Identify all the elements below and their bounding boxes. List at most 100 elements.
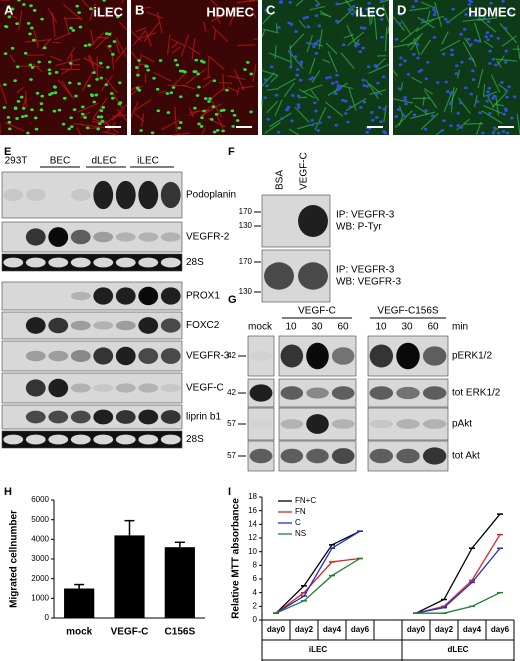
fiber <box>337 84 353 90</box>
nucleus <box>202 60 206 64</box>
fiber <box>100 75 114 92</box>
nucleus <box>87 43 92 47</box>
panel-letter: H <box>4 486 12 498</box>
nucleus <box>118 101 123 105</box>
x-tick-label: day6 <box>351 625 370 634</box>
nucleus <box>53 91 58 95</box>
nucleus <box>432 13 437 17</box>
nucleus <box>500 81 504 84</box>
nucleus <box>173 58 178 62</box>
fiber <box>368 83 383 96</box>
band <box>138 348 159 364</box>
nucleus <box>15 22 19 26</box>
nucleus <box>40 94 45 98</box>
nucleus <box>423 127 428 131</box>
x-tick-label: day4 <box>463 625 482 634</box>
nucleus <box>69 125 74 129</box>
fiber <box>296 122 318 130</box>
fiber <box>130 85 143 96</box>
fiber <box>499 22 518 44</box>
fiber <box>382 5 390 23</box>
nucleus <box>221 108 226 112</box>
nucleus <box>317 24 322 28</box>
fiber <box>16 86 24 94</box>
lane-label: BEC <box>50 156 71 167</box>
nucleus <box>394 115 399 118</box>
nucleus <box>369 111 374 114</box>
legend-label: C <box>295 518 301 527</box>
fiber <box>80 111 91 119</box>
band <box>70 257 91 268</box>
fiber <box>182 84 196 90</box>
fiber <box>370 6 374 24</box>
nucleus <box>67 81 72 85</box>
fiber <box>121 0 124 4</box>
band <box>396 448 420 464</box>
fiber <box>266 100 279 114</box>
fiber <box>456 69 461 79</box>
nucleus <box>178 121 183 124</box>
fiber <box>434 1 443 27</box>
fiber <box>482 105 503 115</box>
band <box>306 342 329 370</box>
band <box>48 378 69 398</box>
fiber <box>81 0 90 8</box>
fiber <box>0 83 8 105</box>
nucleus <box>214 112 219 116</box>
y-tick-label: 5000 <box>31 515 49 524</box>
fiber <box>233 69 245 91</box>
nucleus <box>481 131 485 135</box>
nucleus <box>81 105 85 109</box>
fiber <box>112 114 128 117</box>
fiber <box>214 13 221 25</box>
series-line <box>275 557 501 614</box>
nucleus <box>460 60 464 64</box>
fiber <box>90 29 94 46</box>
bar <box>164 547 195 618</box>
nucleus <box>13 79 17 83</box>
nucleus <box>165 92 170 95</box>
nucleus <box>421 18 425 22</box>
nucleus <box>359 26 364 30</box>
nucleus <box>335 73 339 77</box>
nucleus <box>464 13 468 16</box>
band <box>70 350 91 362</box>
nucleus <box>265 84 269 88</box>
nucleus <box>317 39 321 43</box>
blot <box>1 253 183 272</box>
fiber <box>156 11 163 34</box>
fiber <box>76 102 99 113</box>
fiber <box>288 128 300 136</box>
nucleus <box>455 64 459 68</box>
nucleus <box>194 58 199 62</box>
nucleus <box>502 112 507 116</box>
blot <box>247 335 275 377</box>
nucleus <box>221 129 225 133</box>
nucleus <box>102 0 106 2</box>
row-label: 28S <box>186 257 204 268</box>
ip-label: IP: VEGFR-3 <box>336 265 395 276</box>
nucleus <box>230 109 235 113</box>
lane-label: iLEC <box>137 156 159 167</box>
fiber <box>210 0 218 7</box>
band <box>93 384 114 392</box>
band <box>331 347 355 365</box>
nucleus <box>469 0 474 4</box>
fiber <box>143 22 160 42</box>
nucleus <box>212 130 217 134</box>
unit-label: min <box>452 322 468 333</box>
nucleus <box>486 94 491 98</box>
nucleus <box>343 99 348 103</box>
band <box>160 410 181 424</box>
nucleus <box>137 88 142 92</box>
nucleus <box>432 35 437 39</box>
fiber <box>172 132 191 136</box>
band <box>70 383 91 393</box>
fiber <box>340 52 355 70</box>
nucleus <box>290 119 294 123</box>
nucleus <box>26 131 30 135</box>
nucleus <box>89 93 94 97</box>
nucleus <box>435 81 440 84</box>
nucleus <box>316 128 321 132</box>
fiber <box>302 84 323 93</box>
